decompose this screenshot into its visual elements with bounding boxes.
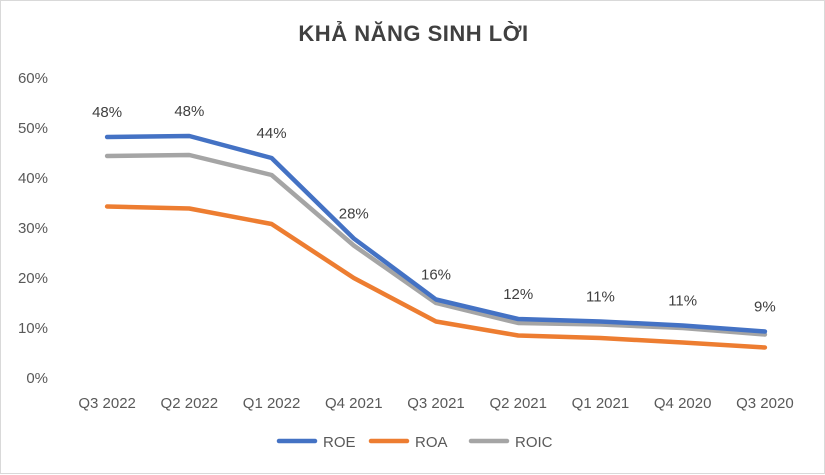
y-tick-label: 50% [18, 120, 48, 137]
x-tick-label: Q3 2020 [736, 395, 794, 412]
y-axis: 0% 10% 20% 30% 40% 50% 60% [18, 70, 48, 387]
y-tick-label: 40% [18, 170, 48, 187]
data-label: 44% [257, 125, 287, 142]
data-label: 11% [668, 293, 697, 310]
data-label: 12% [503, 286, 533, 303]
x-tick-label: Q4 2021 [325, 395, 383, 412]
series-line-roe [104, 133, 768, 334]
series-line-roa [104, 204, 768, 350]
data-label: 11% [586, 289, 615, 306]
x-tick-label: Q4 2020 [654, 395, 712, 412]
y-tick-label: 0% [26, 370, 48, 387]
legend-label-roe: ROE [323, 434, 356, 451]
x-tick-label: Q2 2021 [489, 395, 547, 412]
series-line-roic [104, 152, 768, 337]
x-tick-label: Q3 2022 [78, 395, 136, 412]
y-tick-label: 30% [18, 220, 48, 237]
legend-label-roic: ROIC [515, 434, 553, 451]
x-tick-label: Q3 2021 [407, 395, 465, 412]
x-tick-label: Q2 2022 [161, 395, 219, 412]
legend: ROE ROA ROIC [276, 434, 553, 451]
data-label: 48% [92, 104, 122, 121]
y-tick-label: 20% [18, 270, 48, 287]
data-label: 9% [754, 299, 776, 316]
data-labels: 48% 48% 44% 28% 16% 12% 11% 11% 9% [92, 103, 776, 316]
legend-label-roa: ROA [415, 434, 448, 451]
data-label: 16% [421, 267, 451, 284]
series-lines [104, 133, 768, 350]
data-label: 28% [339, 206, 369, 223]
y-tick-label: 60% [18, 70, 48, 87]
data-label: 48% [174, 103, 204, 120]
x-axis: Q3 2022 Q2 2022 Q1 2022 Q4 2021 Q3 2021 Q2 20… [78, 395, 793, 412]
x-tick-label: Q1 2022 [243, 395, 301, 412]
y-tick-label: 10% [18, 320, 48, 337]
x-tick-label: Q1 2021 [572, 395, 630, 412]
chart-title: KHẢ NĂNG SINH LỜI [298, 21, 529, 46]
